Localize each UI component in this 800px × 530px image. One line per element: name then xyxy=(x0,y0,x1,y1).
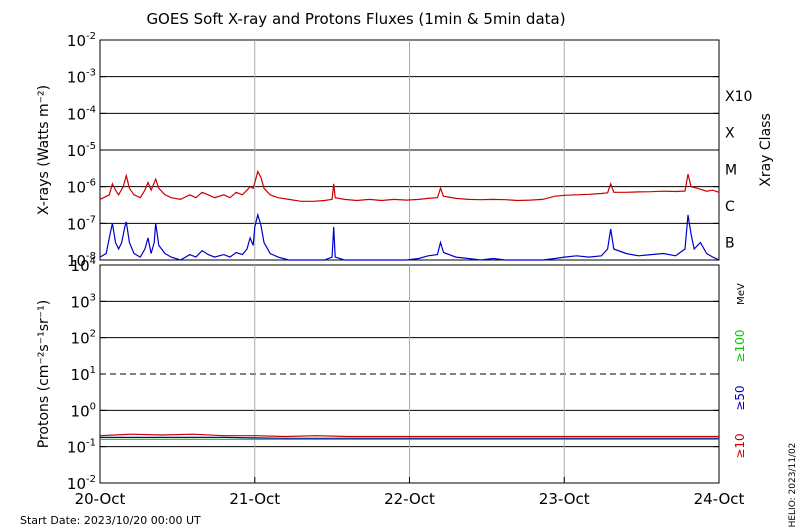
xray-class-label-b: B xyxy=(725,236,735,252)
x-tick-label: 20-Oct xyxy=(75,490,126,508)
xray-class-label-m: M xyxy=(725,162,737,178)
xray-series-line-0 xyxy=(99,169,720,202)
xray-y-tick-label: 10-4 xyxy=(67,104,96,123)
proton-y-tick-label: 100 xyxy=(71,401,96,420)
proton-y-tick-label: 102 xyxy=(71,329,96,348)
xray-class-label-x10: X10 xyxy=(725,89,752,105)
proton-legend-ge100: ≥100 xyxy=(733,330,747,363)
x-tick-label: 21-Oct xyxy=(229,490,280,508)
start-date-label: Start Date: 2023/10/20 00:00 UT xyxy=(20,514,201,527)
proton-y-tick-label: 10-2 xyxy=(67,474,96,493)
xray-class-label-c: C xyxy=(725,199,735,215)
x-tick-label: 24-Oct xyxy=(694,490,745,508)
proton-mev-label: MeV xyxy=(736,283,747,305)
xray-y-tick-label: 10-2 xyxy=(67,31,96,50)
xray-y-axis-label: X-rays (Watts m⁻²) xyxy=(36,85,52,215)
proton-y-tick-label: 10-1 xyxy=(67,438,96,457)
helio-credit-label: HELIO: 2023/11/02 xyxy=(788,443,798,528)
proton-legend-ge10: ≥10 xyxy=(733,433,747,458)
xray-class-axis-label: Xray Class xyxy=(758,113,774,187)
chart-title: GOES Soft X-ray and Protons Fluxes (1min… xyxy=(146,10,565,28)
proton-y-tick-label: 104 xyxy=(71,256,96,275)
x-tick-label: 22-Oct xyxy=(384,490,435,508)
proton-series-line-0 xyxy=(99,433,719,438)
proton-legend-ge50: ≥50 xyxy=(733,385,747,410)
x-tick-label: 23-Oct xyxy=(539,490,590,508)
xray-y-tick-label: 10-3 xyxy=(67,68,96,87)
proton-y-axis-label: Protons (cm⁻²s⁻¹sr⁻¹) xyxy=(36,300,52,449)
xray-class-label-x: X xyxy=(725,126,735,142)
xray-y-tick-label: 10-6 xyxy=(67,178,96,197)
xray-y-tick-label: 10-7 xyxy=(67,214,96,233)
xray-series-line-1 xyxy=(99,212,720,261)
proton-y-tick-label: 103 xyxy=(71,292,96,311)
proton-series-line-1 xyxy=(100,436,719,439)
proton-y-tick-label: 101 xyxy=(71,365,96,384)
xray-y-tick-label: 10-8 xyxy=(67,251,96,270)
xray-y-tick-label: 10-5 xyxy=(67,141,96,160)
